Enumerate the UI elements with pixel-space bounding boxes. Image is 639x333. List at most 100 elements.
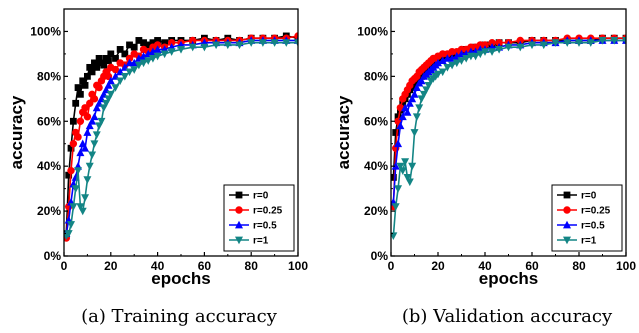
data-point [516,43,525,52]
y-tick-label: 100% [30,24,61,38]
legend-marker [235,206,243,214]
data-point [235,41,244,50]
data-point [396,162,405,171]
data-point [85,121,94,130]
data-point [90,140,99,148]
data-point [294,39,298,47]
data-point [74,167,83,175]
legend-marker [563,236,571,245]
data-point [120,72,129,81]
y-tick-label: 80% [364,69,388,83]
chart-panel-1: 0 20 40 60 80 100 0% 20% 40% 60% 80% 100% epochs accu… [334,8,636,327]
x-tick-label: 100 [616,259,636,273]
data-point [81,194,90,202]
data-point [167,48,176,56]
y-tick-label: 20% [364,204,388,218]
data-point [448,61,457,70]
data-point [488,38,496,47]
x-tick-label: 0 [388,259,395,273]
legend-marker [235,191,243,199]
data-point [84,72,91,80]
data-point [488,48,497,56]
legend-item: r=0 [229,191,269,202]
data-point [153,41,162,49]
legend-marker [563,206,571,214]
data-point [412,83,421,91]
data-point [111,65,120,74]
data-point [154,37,161,44]
data-point [399,99,407,107]
data-point [434,58,442,67]
x-tick-label: 40 [478,259,492,273]
data-point [90,112,99,121]
data-point [149,39,157,47]
data-point [405,178,414,187]
y-tick-label: 60% [364,114,388,128]
data-point [258,39,267,47]
y-axis-title: accuracy [334,95,353,169]
data-point [405,99,414,107]
x-tick-label: 60 [525,259,539,273]
data-point [83,113,92,121]
data-point [504,43,513,52]
data-point [76,90,84,98]
data-point [125,54,134,63]
data-point [97,117,106,126]
data-point [69,203,78,211]
data-point [91,59,98,67]
data-point [83,176,92,184]
legend-marker [235,220,243,229]
data-point [81,104,89,112]
data-point [100,61,108,69]
data-point [438,56,447,65]
data-point [457,57,466,65]
data-point [294,32,298,40]
data-point [72,99,80,107]
data-point [396,121,405,130]
data-point [81,81,89,89]
data-point [116,77,125,86]
data-point [67,166,75,175]
data-point [481,41,489,49]
data-point [88,151,97,160]
y-tick-label: 60% [37,114,61,128]
data-point [598,37,607,45]
data-point [412,113,421,121]
data-point [270,39,279,47]
data-point [83,128,92,136]
data-point [410,129,419,137]
data-point [148,55,157,63]
legend-label: r=0.25 [581,206,611,217]
legend-item: r=1 [557,236,597,247]
data-point [85,162,94,171]
data-point [67,144,75,152]
data-point [528,41,536,50]
y-tick-label: 100% [357,24,388,38]
data-point [86,99,94,108]
data-point [76,117,85,125]
data-point [78,207,87,216]
chart-caption: (a) Training accuracy [81,306,278,327]
legend-label: r=1 [253,236,269,247]
legend-label: r=0.25 [253,206,283,217]
data-point [167,38,176,47]
data-point [126,41,133,49]
x-axis-title: epochs [151,269,211,288]
data-point [563,39,572,47]
y-tick-label: 0% [371,249,389,263]
y-tick-label: 40% [364,159,388,173]
data-point [106,76,115,85]
data-point [153,45,162,53]
data-point [200,43,209,52]
series-group [64,32,298,242]
data-point [212,41,221,50]
data-point [403,174,412,182]
data-point [144,41,152,49]
x-tick-label: 40 [151,259,165,273]
data-point [95,55,103,62]
legend-item: r=0.25 [557,206,611,217]
x-tick-label: 60 [198,259,212,273]
data-point [95,83,103,92]
data-point [111,84,120,92]
data-point [434,70,442,79]
